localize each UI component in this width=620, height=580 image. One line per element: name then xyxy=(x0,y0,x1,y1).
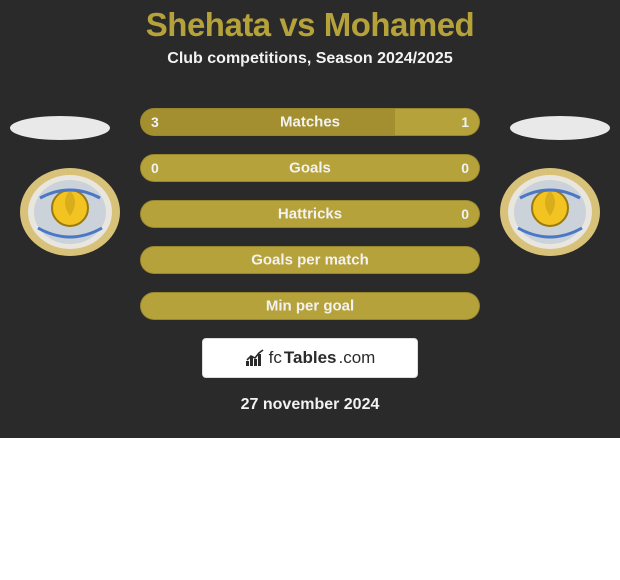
brand-dotcom: .com xyxy=(338,348,375,368)
snapshot-date: 27 november 2024 xyxy=(0,396,620,414)
stat-bar: Matches 3 1 xyxy=(140,108,480,136)
brand-fc: fc xyxy=(269,348,282,368)
stat-bar-value-left: 0 xyxy=(151,160,159,176)
chart-area: Matches 3 1 Goals 0 0 Hattricks 0 Goals per matc… xyxy=(0,108,620,320)
page-subtitle: Club competitions, Season 2024/2025 xyxy=(0,50,620,68)
stat-bar-value-right: 0 xyxy=(461,160,469,176)
main-panel: Shehata vs Mohamed Club competitions, Se… xyxy=(0,0,620,438)
stat-bar-fill-left xyxy=(141,109,395,135)
stat-bar-label: Goals per match xyxy=(251,252,369,269)
club-logo-left xyxy=(20,168,120,256)
stat-bars: Matches 3 1 Goals 0 0 Hattricks 0 Goals per matc… xyxy=(140,108,480,320)
player-avatar-right xyxy=(510,116,610,140)
stat-bar-label: Matches xyxy=(280,114,340,131)
stat-bar: Goals 0 0 xyxy=(140,154,480,182)
stat-bar-value-right: 0 xyxy=(461,206,469,222)
brand-tables: Tables xyxy=(284,348,337,368)
player-avatar-left xyxy=(10,116,110,140)
stat-bar: Hattricks 0 xyxy=(140,200,480,228)
club-crest-icon xyxy=(20,168,120,256)
bar-spark-icon xyxy=(245,349,267,367)
club-crest-icon xyxy=(500,168,600,256)
page-title: Shehata vs Mohamed xyxy=(0,0,620,44)
stat-bar: Min per goal xyxy=(140,292,480,320)
stat-bar-label: Hattricks xyxy=(278,206,342,223)
stat-bar-value-left: 3 xyxy=(151,114,159,130)
attribution-badge: fcTables.com xyxy=(202,338,418,378)
stat-bar: Goals per match xyxy=(140,246,480,274)
stat-bar-fill-left xyxy=(141,155,310,181)
stat-bar-label: Goals xyxy=(289,160,331,177)
club-logo-right xyxy=(500,168,600,256)
stat-bar-label: Min per goal xyxy=(266,298,354,315)
stat-bar-value-right: 1 xyxy=(461,114,469,130)
stat-bar-fill-right xyxy=(310,155,479,181)
